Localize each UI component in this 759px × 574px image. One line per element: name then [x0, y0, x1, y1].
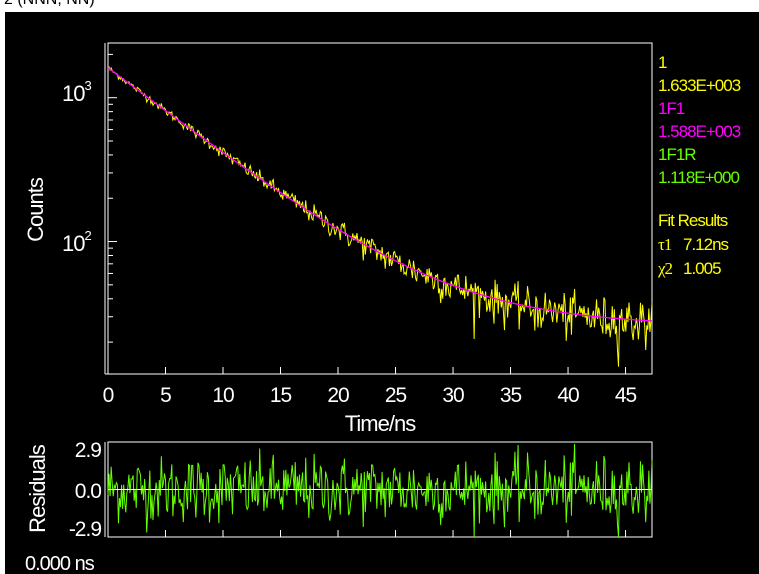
legend-residual-value: 1.118E+000: [658, 168, 739, 187]
legend-residual-label: 1F1R: [658, 145, 696, 164]
time-shift-readout: 0.000 ns: [25, 553, 95, 574]
x-tick-label-10: 10: [212, 384, 234, 407]
x-tick-label-25: 25: [385, 384, 407, 407]
main-ticks: [107, 53, 627, 374]
fit-chi-symbol: χ2: [657, 259, 673, 278]
legend-fit-value: 1.588E+003: [658, 122, 741, 141]
residual-series: [107, 444, 653, 538]
y-tick-1000: 103: [62, 78, 92, 106]
x-tick-label-0: 0: [103, 384, 114, 407]
main-series: [107, 66, 653, 367]
x-tick-label-15: 15: [270, 384, 292, 407]
y-axis-title: Counts: [23, 177, 48, 242]
top-caption-text: 2 (NNN, NN): [4, 0, 95, 9]
residual-ticks: [107, 441, 627, 538]
series-fit-line: [107, 67, 653, 322]
series-residual-line: [107, 444, 653, 538]
residual-tick-top: 2.9: [75, 439, 102, 462]
x-tick-labels: 0 5 10 15 20 25 30 35 40 45: [103, 384, 638, 407]
x-tick-label-35: 35: [500, 384, 522, 407]
residual-tick-bottom: -2.9: [69, 518, 102, 541]
fit-chi-value: 1.005: [683, 259, 721, 278]
x-tick-label-30: 30: [442, 384, 464, 407]
fit-tau-value: 7.12ns: [683, 235, 729, 254]
x-tick-label-20: 20: [327, 384, 349, 407]
y-tick-100-exp: 2: [84, 228, 91, 243]
x-tick-label-45: 45: [615, 384, 637, 407]
residual-tick-zero: 0.0: [75, 480, 102, 503]
fit-tau-symbol: τ1: [658, 235, 672, 254]
y-tick-1000-exp: 3: [84, 78, 91, 93]
x-axis-title: Time/ns: [345, 411, 416, 436]
x-tick-label-40: 40: [557, 384, 579, 407]
residual-axis-title: Residuals: [25, 444, 50, 533]
y-tick-1000-base: 10: [62, 81, 85, 106]
svg-text:103: 103: [62, 78, 91, 106]
top-caption: 2 (NNN, NN): [0, 0, 759, 12]
svg-text:102: 102: [62, 228, 91, 256]
main-plot-frame: [107, 42, 653, 375]
y-tick-100-base: 10: [62, 231, 85, 256]
legend-data-value: 1.633E+003: [658, 76, 741, 95]
y-tick-100: 102: [62, 228, 92, 256]
legend-fit-label: 1F1: [658, 99, 685, 118]
x-tick-label-5: 5: [160, 384, 171, 407]
series-data-line: [107, 66, 653, 367]
fit-results-title: Fit Results: [658, 211, 728, 230]
legend-data-label: 1: [658, 53, 667, 72]
